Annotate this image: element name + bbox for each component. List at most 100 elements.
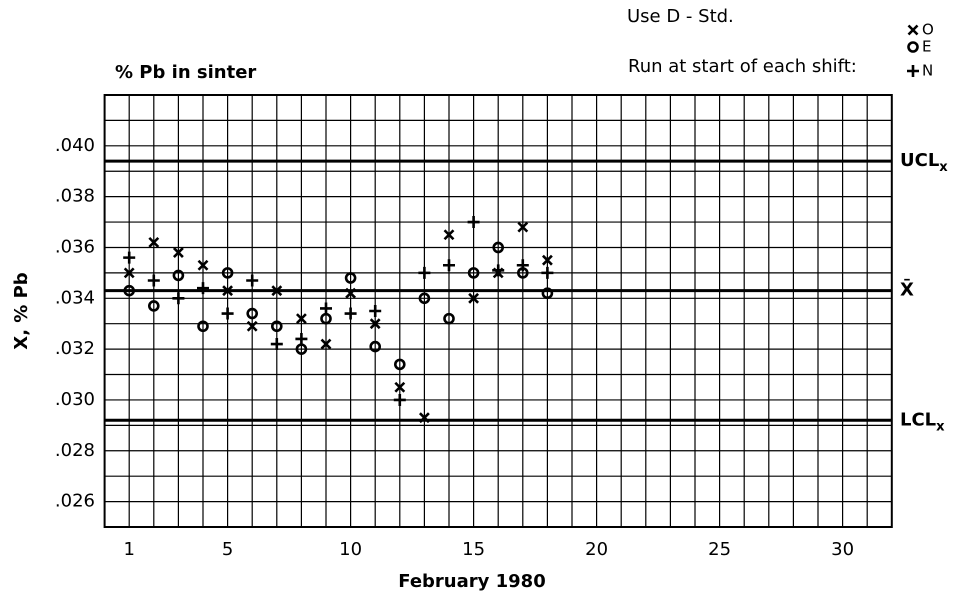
data-point bbox=[344, 272, 357, 284]
x-axis-label: February 1980 bbox=[398, 571, 545, 592]
note: Use D - Std. bbox=[627, 6, 734, 27]
x-tick-label: 25 bbox=[708, 539, 731, 560]
control-label-subscript: x bbox=[939, 160, 948, 175]
data-point bbox=[393, 393, 406, 406]
data-point bbox=[541, 287, 554, 300]
data-point bbox=[222, 285, 234, 297]
marker-plus bbox=[393, 393, 406, 406]
data-point bbox=[492, 264, 505, 277]
marker-plus bbox=[221, 307, 234, 320]
marker-o bbox=[443, 312, 455, 325]
y-tick-label: .026 bbox=[55, 491, 95, 512]
x-tick-label: 1 bbox=[123, 539, 134, 560]
data-point bbox=[221, 267, 234, 279]
data-point bbox=[123, 284, 135, 297]
marker-o bbox=[197, 320, 209, 333]
marker-plus bbox=[467, 216, 480, 229]
data-point bbox=[418, 292, 431, 305]
data-point bbox=[369, 305, 382, 317]
control-label-subscript: x bbox=[936, 419, 945, 434]
marker-o bbox=[270, 320, 283, 333]
marker-x bbox=[443, 229, 455, 241]
marker-x bbox=[148, 236, 160, 248]
y-tick-label: .030 bbox=[55, 389, 95, 410]
x-tick-label: 20 bbox=[585, 539, 608, 560]
marker-x bbox=[468, 292, 480, 304]
data-point bbox=[271, 285, 283, 297]
control-label: UCLx bbox=[900, 150, 948, 175]
data-point bbox=[246, 320, 258, 332]
data-point bbox=[467, 216, 480, 229]
note: Run at start of each shift: bbox=[628, 56, 857, 77]
marker-plus bbox=[123, 251, 136, 264]
data-point bbox=[295, 313, 307, 325]
legend-label: O bbox=[922, 21, 934, 39]
marker-plus bbox=[320, 302, 332, 315]
data-point bbox=[344, 307, 357, 320]
data-point bbox=[197, 282, 209, 295]
control-label-text: X̄ bbox=[900, 278, 914, 300]
data-point bbox=[369, 318, 381, 330]
data-point bbox=[246, 307, 258, 320]
y-tick-label: .040 bbox=[55, 135, 95, 156]
marker-plus bbox=[907, 65, 919, 77]
data-point bbox=[172, 247, 184, 258]
marker-plus bbox=[270, 338, 283, 351]
marker-x bbox=[418, 412, 430, 424]
y-tick-label: .038 bbox=[55, 186, 95, 207]
data-point bbox=[148, 300, 160, 312]
data-point bbox=[517, 221, 529, 233]
data-point bbox=[345, 287, 357, 299]
marker-x bbox=[197, 259, 209, 271]
data-point bbox=[394, 381, 406, 393]
x-tick-label: 10 bbox=[339, 539, 362, 560]
marker-x bbox=[123, 267, 135, 279]
x-tick-label: 5 bbox=[222, 539, 233, 560]
data-point bbox=[123, 267, 135, 279]
control-label-text: LCL bbox=[900, 409, 936, 430]
marker-x bbox=[369, 318, 381, 330]
y-tick-label: .028 bbox=[55, 440, 95, 461]
marker-plus bbox=[172, 292, 185, 305]
plot-frame bbox=[103, 94, 893, 528]
data-point bbox=[393, 358, 406, 371]
marker-o bbox=[246, 307, 258, 320]
marker-x bbox=[345, 287, 357, 299]
x-tick-label: 30 bbox=[831, 539, 854, 560]
data-point bbox=[270, 338, 283, 351]
marker-x bbox=[246, 320, 258, 332]
data-point bbox=[443, 259, 455, 272]
marker-o bbox=[541, 287, 554, 300]
marker-o bbox=[907, 41, 919, 53]
y-tick-label: .036 bbox=[55, 236, 95, 257]
marker-x bbox=[271, 285, 283, 297]
marker-o bbox=[344, 272, 357, 284]
legend-label: N bbox=[922, 62, 933, 80]
marker-x bbox=[394, 381, 406, 393]
marker-plus bbox=[344, 307, 357, 320]
control-label: X̄ bbox=[900, 278, 914, 300]
marker-plus bbox=[369, 305, 382, 317]
data-point bbox=[443, 229, 455, 241]
marker-plus bbox=[443, 259, 455, 272]
marker-plus bbox=[147, 274, 160, 287]
data-point bbox=[221, 307, 234, 320]
control-label: LCLx bbox=[900, 409, 945, 434]
marker-o bbox=[221, 267, 234, 279]
data-point bbox=[467, 267, 480, 279]
marker-plus bbox=[295, 332, 308, 345]
marker-plus bbox=[418, 266, 431, 279]
control-label-text: UCL bbox=[900, 150, 939, 171]
marker-x bbox=[320, 338, 332, 350]
marker-x bbox=[295, 313, 307, 325]
data-point bbox=[492, 241, 505, 254]
y-axis-label: X, % Pb bbox=[11, 272, 32, 349]
data-point bbox=[147, 274, 160, 287]
data-point bbox=[172, 269, 185, 282]
data-point bbox=[541, 254, 553, 266]
x-tick-label: 15 bbox=[462, 539, 485, 560]
data-point bbox=[197, 259, 209, 271]
data-point bbox=[907, 41, 919, 53]
marker-x bbox=[517, 221, 529, 233]
